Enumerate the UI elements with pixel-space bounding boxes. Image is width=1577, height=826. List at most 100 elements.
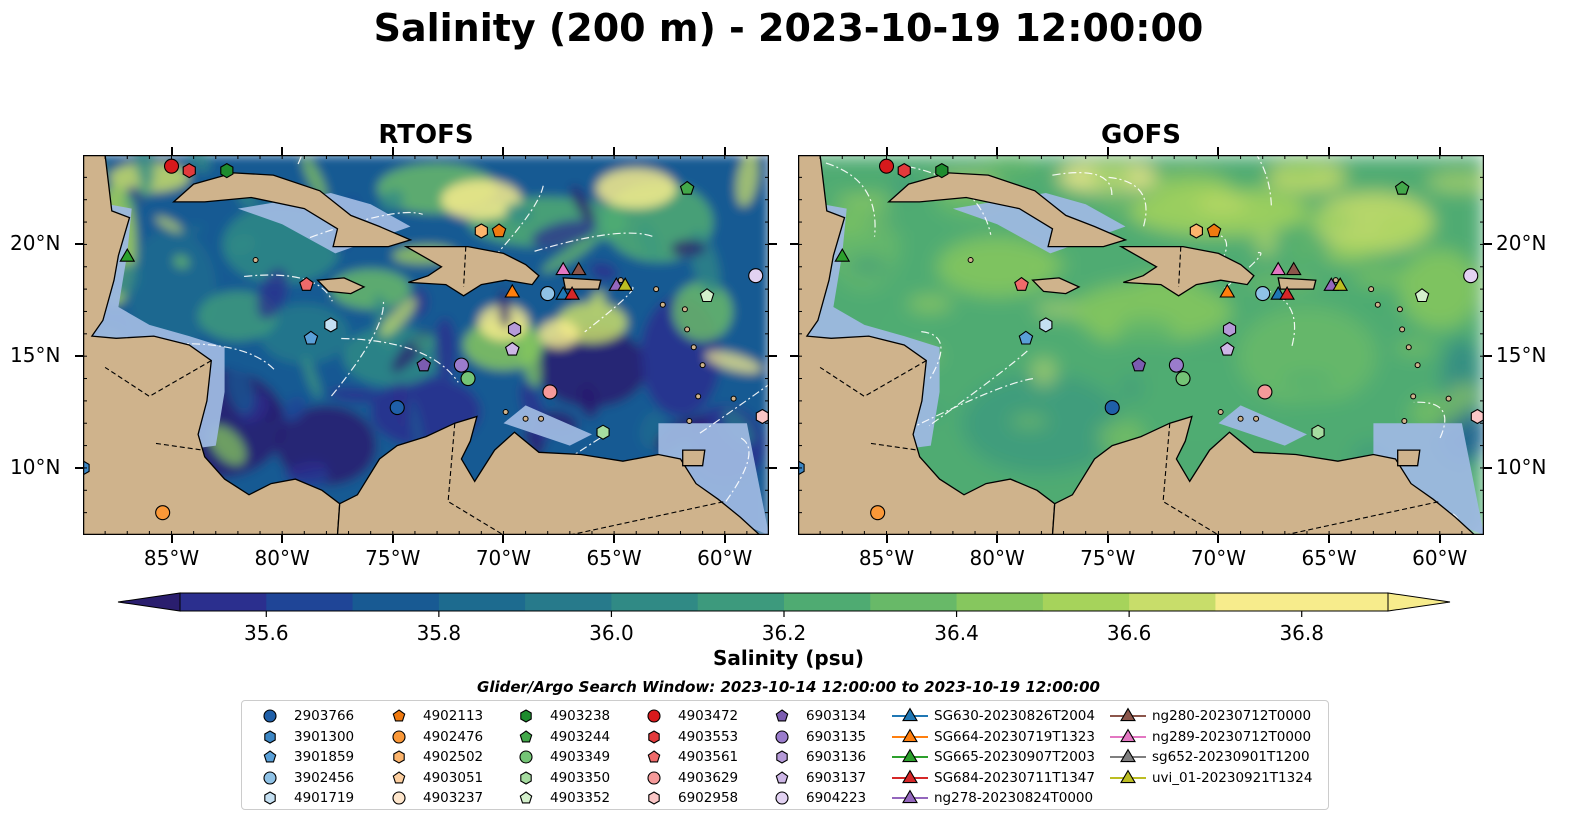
legend-marker-triangle-icon [1110, 707, 1146, 722]
lon-tick [885, 147, 888, 155]
lon-tick-label: 80°W [254, 546, 310, 570]
lon-tick-label: 75°W [365, 546, 421, 570]
legend-label: 6903134 [806, 708, 867, 724]
legend-label: 4903553 [678, 728, 739, 745]
lat-tick [790, 466, 798, 469]
lat-tick [1484, 466, 1492, 469]
colorbar-bin [870, 593, 958, 611]
lon-tick [1328, 535, 1331, 543]
legend-label: 4902476 [423, 728, 484, 745]
observation-marker [570, 261, 587, 276]
legend-label: 3902456 [294, 769, 355, 786]
legend-label: 4903629 [678, 769, 739, 786]
legend-label: uvi_01-20230921T1324 [1152, 769, 1313, 786]
observation-marker [1014, 276, 1029, 291]
legend-marker-triangle-icon [892, 707, 928, 722]
legend-label: SG630-20230826T2004 [934, 708, 1095, 724]
legend-label: 4903238 [550, 708, 611, 724]
lat-tick-label: 10°N [10, 454, 61, 479]
legend-label: 4903237 [423, 790, 484, 806]
lon-tick [281, 535, 284, 543]
observation-marker [540, 286, 556, 302]
observation-marker [453, 357, 469, 373]
colorbar-bin [180, 593, 267, 611]
lon-tick [502, 147, 505, 155]
lon-tick-label: 85°W [143, 546, 200, 570]
colorbar-tick-label: 36.8 [1279, 621, 1324, 645]
lat-tick [769, 355, 777, 358]
lon-tick [170, 147, 173, 155]
observation-marker [491, 223, 507, 238]
legend-marker-circle-icon [775, 791, 789, 805]
legend-marker-hexagon-icon [648, 729, 660, 744]
lon-tick-label: 85°W [858, 546, 915, 570]
observation-marker [155, 505, 171, 521]
lat-tick [769, 243, 777, 246]
observation-marker [755, 408, 769, 425]
colorbar-bin [352, 593, 440, 611]
observation-marker [1018, 330, 1034, 345]
legend-marker-pentagon-icon [519, 729, 533, 742]
legend-label: ng280-20230712T0000 [1152, 708, 1312, 724]
lon-tick [1438, 147, 1441, 155]
lon-tick [1106, 535, 1109, 543]
observation-marker [748, 268, 764, 284]
lon-tick [391, 535, 394, 543]
colorbar-bin [784, 593, 871, 611]
colorbar-tick-label: 36.2 [762, 621, 807, 645]
observation-marker [460, 370, 476, 387]
observation-marker [1206, 223, 1222, 238]
observation-marker [1311, 424, 1325, 440]
observation-marker [303, 330, 319, 345]
colorbar-bin [611, 593, 699, 611]
lon-tick-label: 80°W [969, 546, 1025, 570]
observation-marker [1222, 321, 1237, 338]
lon-tick [1217, 535, 1220, 543]
legend-label: ng289-20230712T0000 [1152, 728, 1312, 745]
colorbar-bin [1215, 593, 1303, 611]
lon-tick [281, 147, 284, 155]
lat-tick-label: 10°N [1496, 454, 1547, 479]
legend-label: SG664-20230719T1323 [934, 728, 1095, 745]
legend-label: SG665-20230907T2003 [934, 749, 1095, 765]
legend-label: 4903051 [423, 769, 484, 786]
colorbar-bin [266, 593, 354, 611]
legend-marker-triangle-icon [892, 769, 928, 783]
colorbar-bin [1301, 593, 1389, 611]
observation-marker [1270, 261, 1287, 276]
legend-title: Glider/Argo Search Window: 2023-10-14 12… [477, 678, 1100, 696]
legend-label: 3901300 [294, 728, 355, 745]
lon-tick [170, 535, 173, 543]
legend-marker-hexagon-icon [520, 770, 532, 785]
colorbar-tick-label: 35.6 [244, 621, 289, 645]
observation-marker [897, 162, 911, 179]
observation-marker [1131, 357, 1147, 372]
observation-marker [617, 277, 634, 291]
lat-tick [75, 466, 83, 469]
lon-tick [391, 147, 394, 155]
lon-tick-label: 65°W [586, 546, 642, 570]
lat-tick [75, 355, 83, 358]
observation-marker [474, 223, 488, 239]
observation-marker [1279, 285, 1295, 300]
panel-title-gofs: GOFS [1101, 120, 1181, 150]
observation-marker [1039, 317, 1053, 333]
legend-marker-triangle-icon [892, 728, 928, 742]
legend-marker-hexagon-icon [264, 729, 276, 744]
legend-marker-circle-icon [263, 709, 277, 723]
colorbar-extend-min [117, 592, 181, 612]
legend-label: sg652-20230901T1200 [1152, 749, 1310, 765]
legend-label: 6902958 [678, 790, 739, 806]
legend-marker-circle-icon [519, 750, 533, 764]
legend-label: 4902502 [423, 749, 484, 765]
observation-marker [504, 341, 520, 356]
legend-label: 4903561 [678, 749, 739, 765]
observation-marker [878, 158, 895, 174]
legend-marker-pentagon-icon [392, 709, 406, 722]
legend-marker-circle-icon [263, 770, 277, 785]
colorbar-bin [1129, 593, 1216, 611]
observation-marker [1257, 384, 1273, 400]
observation-marker [1414, 288, 1430, 303]
figure-title: Salinity (200 m) - 2023-10-19 12:00:00 [373, 6, 1204, 50]
colorbar-tick-label: 36.4 [934, 621, 979, 645]
